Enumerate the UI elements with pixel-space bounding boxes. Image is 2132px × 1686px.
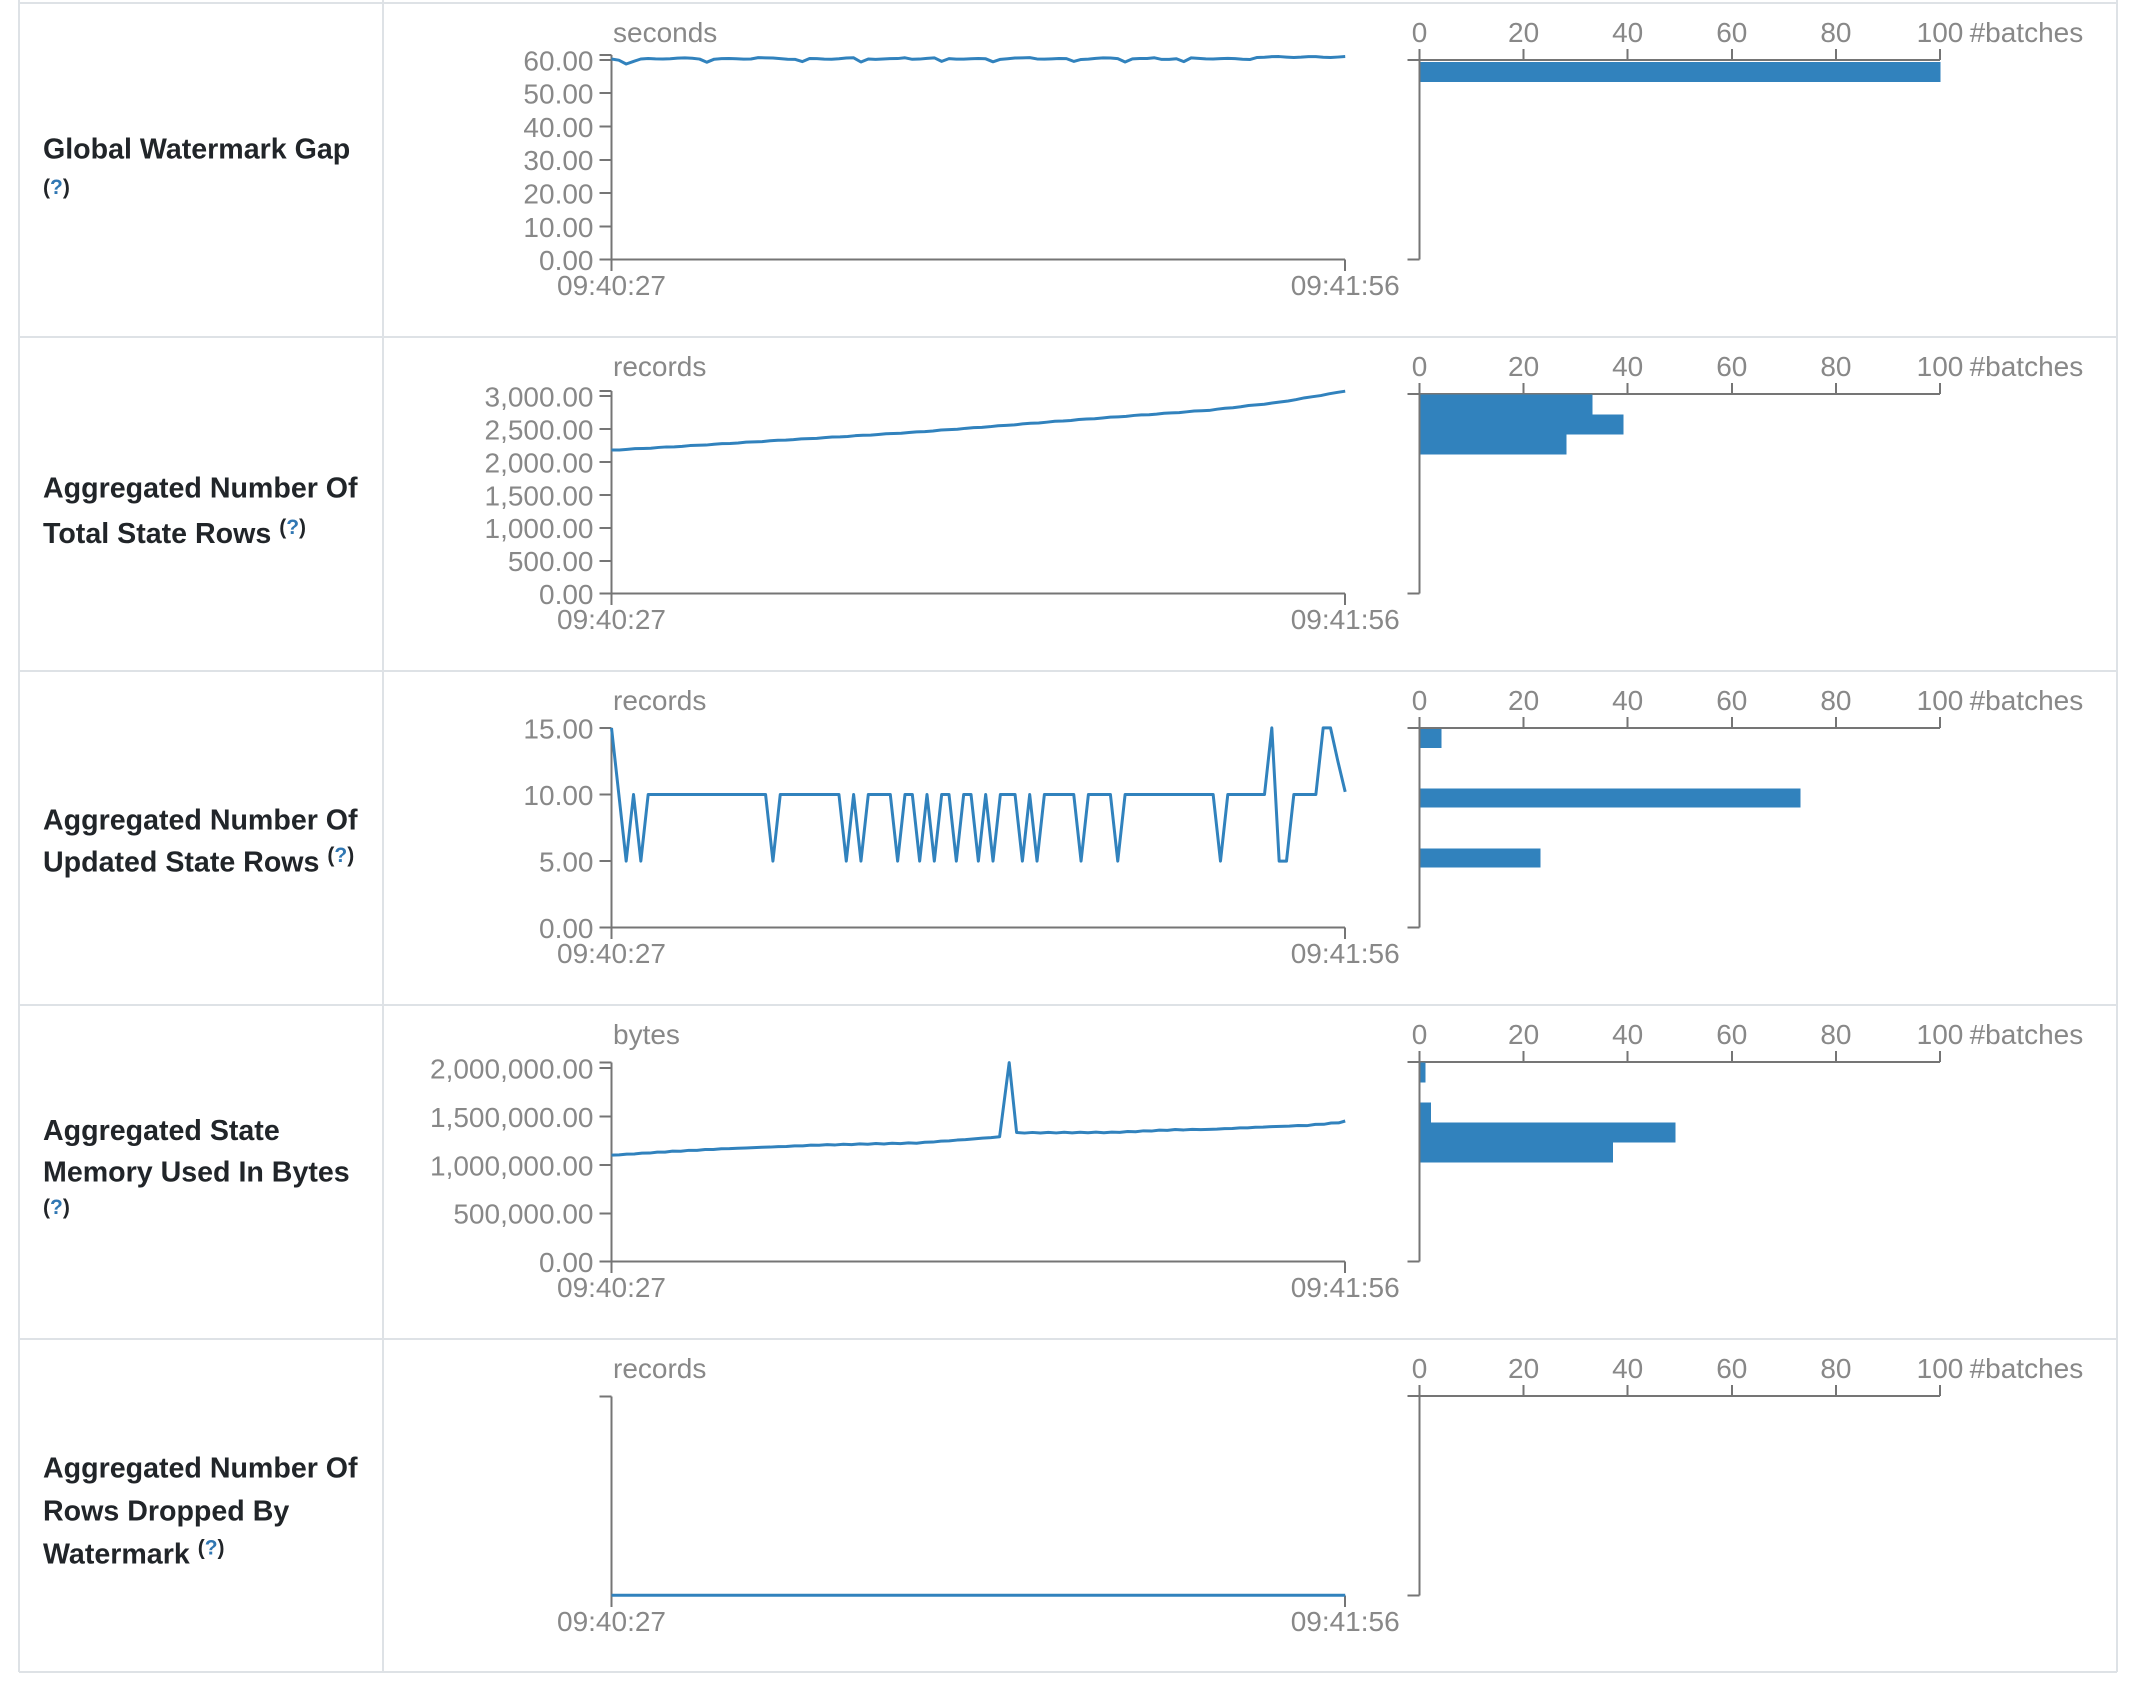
svg-text:09:40:27: 09:40:27 [557,1606,666,1637]
svg-text:records: records [613,1353,706,1384]
svg-text:100: 100 [1917,1353,1964,1384]
svg-text:0.00: 0.00 [539,1247,594,1278]
svg-text:100: 100 [1917,17,1964,48]
svg-text:Updated State Rows (?): Updated State Rows (?) [43,844,354,878]
svg-text:0: 0 [1412,685,1428,716]
svg-text:2,000,000.00: 2,000,000.00 [430,1054,594,1085]
svg-text:20: 20 [1508,1353,1539,1384]
svg-text:09:41:56: 09:41:56 [1291,1272,1400,1303]
svg-text:80: 80 [1820,1019,1851,1050]
svg-text:40: 40 [1612,17,1643,48]
svg-text:records: records [613,351,706,382]
svg-text:60: 60 [1716,685,1747,716]
svg-text:80: 80 [1820,17,1851,48]
svg-text:Rows Dropped By: Rows Dropped By [43,1496,289,1528]
svg-text:60: 60 [1716,351,1747,382]
svg-text:#batches: #batches [1970,1019,2084,1050]
svg-text:30.00: 30.00 [523,145,593,176]
svg-text:100: 100 [1917,685,1964,716]
svg-text:10.00: 10.00 [523,212,593,243]
svg-text:Aggregated Number Of: Aggregated Number Of [43,1453,358,1485]
svg-text:#batches: #batches [1970,1353,2084,1384]
svg-text:100: 100 [1917,351,1964,382]
svg-text:09:41:56: 09:41:56 [1291,604,1400,635]
svg-text:Total State Rows (?): Total State Rows (?) [43,516,306,550]
svg-text:09:40:27: 09:40:27 [557,1272,666,1303]
svg-text:3,000.00: 3,000.00 [485,381,594,412]
svg-text:(?): (?) [43,1196,70,1219]
svg-text:60: 60 [1716,1019,1747,1050]
svg-text:0.00: 0.00 [539,245,594,276]
svg-text:20: 20 [1508,1019,1539,1050]
svg-text:bytes: bytes [613,1019,680,1050]
svg-text:2,500.00: 2,500.00 [485,414,594,445]
svg-text:09:40:27: 09:40:27 [557,938,666,969]
svg-text:500.00: 500.00 [508,546,594,577]
svg-text:#batches: #batches [1970,351,2084,382]
svg-text:records: records [613,685,706,716]
svg-text:0: 0 [1412,1353,1428,1384]
svg-text:20: 20 [1508,17,1539,48]
svg-text:Watermark (?): Watermark (?) [43,1536,225,1570]
svg-text:0: 0 [1412,1019,1428,1050]
svg-text:80: 80 [1820,351,1851,382]
svg-text:60: 60 [1716,1353,1747,1384]
svg-text:500,000.00: 500,000.00 [453,1199,593,1230]
svg-text:09:40:27: 09:40:27 [557,604,666,635]
svg-text:Memory Used In Bytes: Memory Used In Bytes [43,1157,350,1189]
svg-text:#batches: #batches [1970,685,2084,716]
svg-text:100: 100 [1917,1019,1964,1050]
svg-text:09:41:56: 09:41:56 [1291,938,1400,969]
svg-text:09:41:56: 09:41:56 [1291,270,1400,301]
svg-text:Aggregated Number Of: Aggregated Number Of [43,473,358,505]
svg-text:#batches: #batches [1970,17,2084,48]
svg-text:20: 20 [1508,685,1539,716]
svg-text:50.00: 50.00 [523,79,593,110]
svg-text:20.00: 20.00 [523,179,593,210]
svg-text:seconds: seconds [613,17,717,48]
svg-text:40.00: 40.00 [523,112,593,143]
svg-text:0: 0 [1412,351,1428,382]
svg-text:40: 40 [1612,685,1643,716]
svg-text:80: 80 [1820,685,1851,716]
svg-text:60: 60 [1716,17,1747,48]
svg-text:80: 80 [1820,1353,1851,1384]
svg-text:1,500,000.00: 1,500,000.00 [430,1102,594,1133]
svg-text:Aggregated Number Of: Aggregated Number Of [43,804,358,836]
svg-text:0.00: 0.00 [539,579,594,610]
svg-text:5.00: 5.00 [539,847,594,878]
svg-text:40: 40 [1612,351,1643,382]
svg-text:Global Watermark Gap: Global Watermark Gap [43,134,350,166]
svg-text:40: 40 [1612,1353,1643,1384]
svg-text:Aggregated State: Aggregated State [43,1115,280,1147]
svg-text:15.00: 15.00 [523,713,593,744]
svg-text:1,000.00: 1,000.00 [485,513,594,544]
svg-text:20: 20 [1508,351,1539,382]
svg-text:1,000,000.00: 1,000,000.00 [430,1150,594,1181]
svg-text:40: 40 [1612,1019,1643,1050]
svg-text:2,000.00: 2,000.00 [485,447,594,478]
svg-text:0: 0 [1412,17,1428,48]
svg-text:09:41:56: 09:41:56 [1291,1606,1400,1637]
svg-text:09:40:27: 09:40:27 [557,270,666,301]
svg-text:0.00: 0.00 [539,913,594,944]
svg-text:10.00: 10.00 [523,780,593,811]
svg-text:60.00: 60.00 [523,45,593,76]
svg-text:(?): (?) [43,176,70,199]
svg-text:1,500.00: 1,500.00 [485,480,594,511]
